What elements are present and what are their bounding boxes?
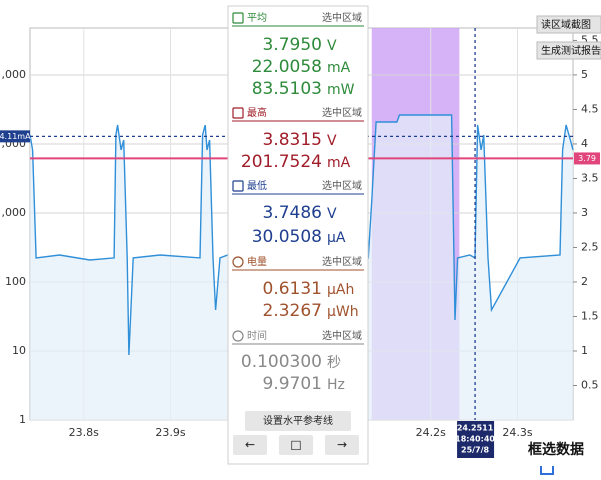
section-icon <box>232 12 244 24</box>
section-title: 最低 <box>247 179 267 192</box>
section-scope: 选中区域 <box>322 255 362 268</box>
y2-tick-label: 2.5 <box>581 240 599 253</box>
section-icon <box>232 330 244 342</box>
reference-button[interactable] <box>245 411 351 431</box>
y2-tick-label: 3 <box>581 206 588 219</box>
section-scope: 选中区域 <box>322 179 362 192</box>
stat-value: 3.7486 <box>263 203 322 223</box>
y2-tick-label: 2 <box>581 275 588 288</box>
stat-value: 22.0058 <box>252 57 322 77</box>
section-icon <box>232 180 244 192</box>
reference-tag <box>574 152 600 165</box>
toolbar-button[interactable] <box>536 41 601 60</box>
reference-label: 4.11mA <box>0 132 31 141</box>
reference-button-label: 设置水平参考线 <box>263 414 333 427</box>
stat-value: 9.9701 <box>263 374 322 394</box>
y-tick-label: 100 <box>5 275 26 288</box>
toolbar-button-label: 生成测试报告 <box>541 44 601 57</box>
reference-tag <box>0 130 30 143</box>
x-tick-label: 23.8s <box>69 426 99 439</box>
y-tick-label: 1 <box>19 413 26 426</box>
y-tick-label: ,000 <box>2 68 27 81</box>
stat-unit: V <box>327 206 337 222</box>
stat-unit: µWh <box>327 304 359 320</box>
stat-unit: mW <box>327 82 355 98</box>
cursor-label: 25/7/8 <box>461 446 490 455</box>
trace-line <box>29 114 574 356</box>
nav-button-label: ← <box>245 438 255 452</box>
stat-unit: V <box>327 133 337 149</box>
stat-unit: Hz <box>327 377 345 393</box>
y2-tick-label: 4.5 <box>581 102 599 115</box>
y2-tick-label: 1.5 <box>581 309 599 322</box>
nav-button-label: → <box>337 438 347 452</box>
y-tick-label: ,000 <box>2 206 27 219</box>
stat-value: 30.0508 <box>252 227 322 247</box>
nav-button-label: □ <box>290 438 301 452</box>
stat-unit: mA <box>327 155 351 171</box>
toolbar-button-label: 读区域截图 <box>541 18 591 31</box>
section-title: 平均 <box>247 12 267 24</box>
nav-button[interactable] <box>279 435 313 455</box>
y2-tick-label: 4 <box>581 137 588 150</box>
section-scope: 选中区域 <box>322 11 362 24</box>
stat-unit: µA <box>327 230 346 246</box>
y-tick-label: 10 <box>12 344 26 357</box>
section-title: 电量 <box>247 255 267 268</box>
stat-value: 0.6131 <box>263 279 322 299</box>
y2-tick-label: 1 <box>581 344 588 357</box>
x-tick-label: 24.3s <box>502 426 532 439</box>
stat-value: 2.3267 <box>263 301 322 321</box>
cursor-label: 24.2511 <box>457 424 494 433</box>
y2-tick-label: 3.5 <box>581 171 599 184</box>
stat-unit: V <box>327 38 337 54</box>
reference-label: 3.79 <box>578 154 596 163</box>
select-data-action[interactable]: 框选数据 <box>528 441 584 458</box>
y2-tick-label: 0.5 <box>581 378 599 391</box>
section-title: 最高 <box>247 106 267 119</box>
section-title: 时间 <box>247 329 267 342</box>
cursor-tag <box>457 421 495 458</box>
y2-tick-label: 5 <box>581 68 588 81</box>
stat-value: 83.5103 <box>252 79 322 99</box>
section-icon <box>232 107 244 119</box>
nav-button[interactable] <box>233 435 267 455</box>
stat-value: 0.100300 <box>241 352 322 372</box>
cursor-label: 18:40:40 <box>455 435 495 444</box>
section-scope: 选中区域 <box>322 106 362 119</box>
nav-button[interactable] <box>325 435 359 455</box>
section-scope: 选中区域 <box>322 329 362 342</box>
section-icon <box>232 256 244 268</box>
action-icon <box>540 466 554 475</box>
stats-panel <box>227 5 369 465</box>
stat-value: 201.7524 <box>241 152 322 172</box>
stat-value: 3.8315 <box>263 130 322 150</box>
stat-unit: µAh <box>327 282 354 298</box>
stat-unit: 秒 <box>327 355 341 371</box>
toolbar-button[interactable] <box>536 15 601 34</box>
stat-unit: mA <box>327 60 351 76</box>
x-tick-label: 23.9s <box>155 426 185 439</box>
stat-value: 3.7950 <box>263 35 322 55</box>
x-tick-label: 24.2s <box>416 426 446 439</box>
